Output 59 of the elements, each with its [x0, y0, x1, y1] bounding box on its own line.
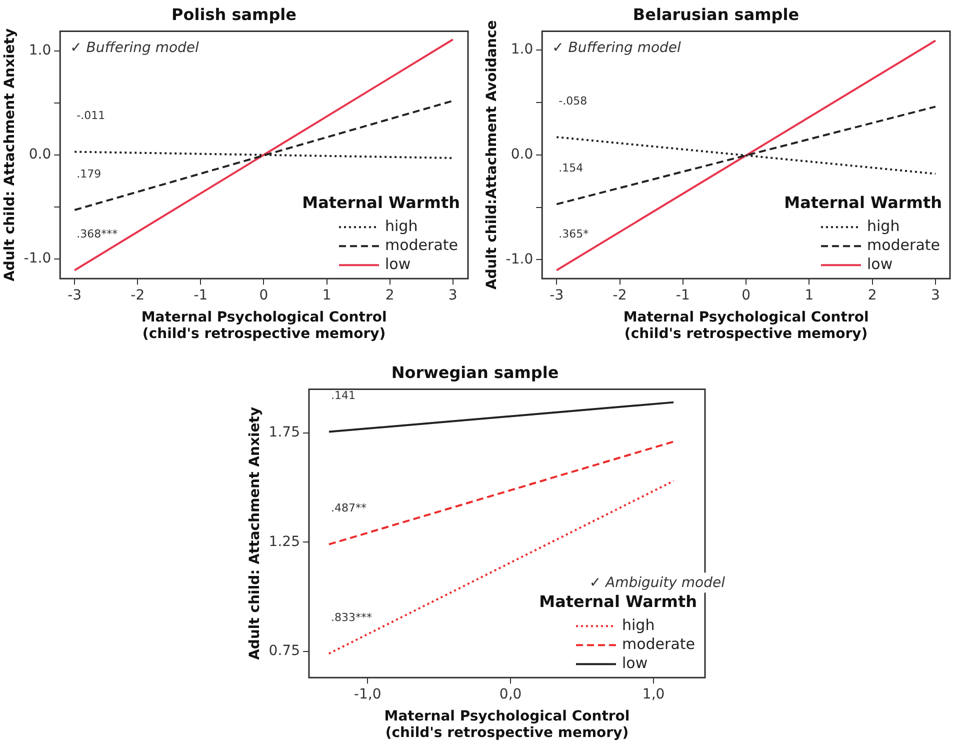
x-tick-label: 1,0 — [642, 686, 665, 703]
annotation: .141 — [330, 389, 356, 402]
x-tick-label: 3 — [448, 288, 458, 304]
x-tick-label: -1,0 — [354, 686, 382, 703]
x-axis-title: Maternal Psychological Control (child's retrospective memory) — [141, 309, 387, 342]
y-tick-label: 1.0 — [28, 42, 52, 59]
y-axis-title: Adult child: Attachment Anxiety — [247, 406, 264, 660]
x-tick-label: 2 — [868, 288, 877, 304]
chart-title: Norwegian sample — [391, 362, 559, 382]
x-tick-label: -1 — [194, 288, 208, 304]
annotation: -.058 — [558, 94, 588, 108]
x-tick-label: -1 — [676, 288, 690, 304]
chart-title: Polish sample — [172, 4, 297, 24]
x-tick-label: 0 — [742, 288, 751, 304]
y-tick-label: -1.0 — [506, 251, 534, 268]
annotation: ✓ Buffering model — [552, 40, 682, 56]
annotation: .179 — [76, 167, 102, 180]
annotation: .368*** — [76, 228, 118, 241]
y-tick-label: -1.0 — [24, 250, 52, 266]
y-tick-label: 1.0 — [510, 42, 534, 58]
y-axis-title: Adult child: Attachment Anxiety — [2, 28, 18, 282]
legend-label: low — [384, 254, 411, 273]
legend-label: moderate — [622, 634, 696, 653]
y-tick-label: 1.25 — [268, 534, 300, 550]
legend-label: high — [384, 216, 418, 235]
y-tick-label: 0.0 — [510, 146, 534, 163]
legend-label: high — [866, 216, 900, 235]
annotation: -.011 — [76, 109, 106, 122]
chart-title: Belarusian sample — [632, 4, 800, 24]
y-tick-label: 0.0 — [28, 146, 52, 163]
y-tick-label: 0.75 — [268, 643, 300, 660]
x-tick-label: -2 — [130, 288, 145, 304]
legend-title: Maternal Warmth — [539, 592, 697, 611]
legend-label: low — [622, 654, 648, 672]
legend-label: low — [866, 254, 893, 273]
legend-title: Maternal Warmth — [784, 192, 942, 212]
x-tick-label: 0,0 — [499, 686, 522, 703]
x-tick-label: 2 — [385, 288, 394, 304]
x-tick-label: 3 — [931, 288, 940, 304]
x-tick-label: -3 — [68, 288, 82, 304]
y-axis-title: Adult child:Attachment Avoidance — [484, 20, 500, 290]
x-tick-label: 1 — [322, 288, 332, 304]
annotation: .833*** — [330, 610, 372, 624]
x-axis-title: Maternal Psychological Control (child's retrospective memory) — [623, 309, 869, 342]
legend-title: Maternal Warmth — [302, 192, 460, 212]
annotation: .154 — [558, 162, 584, 175]
annotation: ✓ Buffering model — [70, 40, 200, 56]
legend-label: moderate — [384, 236, 458, 254]
y-tick-label: 1.75 — [268, 424, 300, 441]
annotation: .365* — [558, 228, 590, 241]
x-tick-label: 0 — [259, 288, 268, 304]
legend-label: high — [622, 616, 655, 634]
annotation: ✓ Ambiguity model — [589, 575, 726, 592]
legend-label: moderate — [866, 236, 940, 254]
x-tick-label: -3 — [550, 288, 564, 304]
x-axis-title: Maternal Psychological Control (child's retrospective memory) — [384, 708, 630, 742]
x-tick-label: 1 — [804, 288, 814, 304]
x-tick-label: -2 — [612, 288, 627, 304]
annotation: .487** — [330, 502, 367, 515]
